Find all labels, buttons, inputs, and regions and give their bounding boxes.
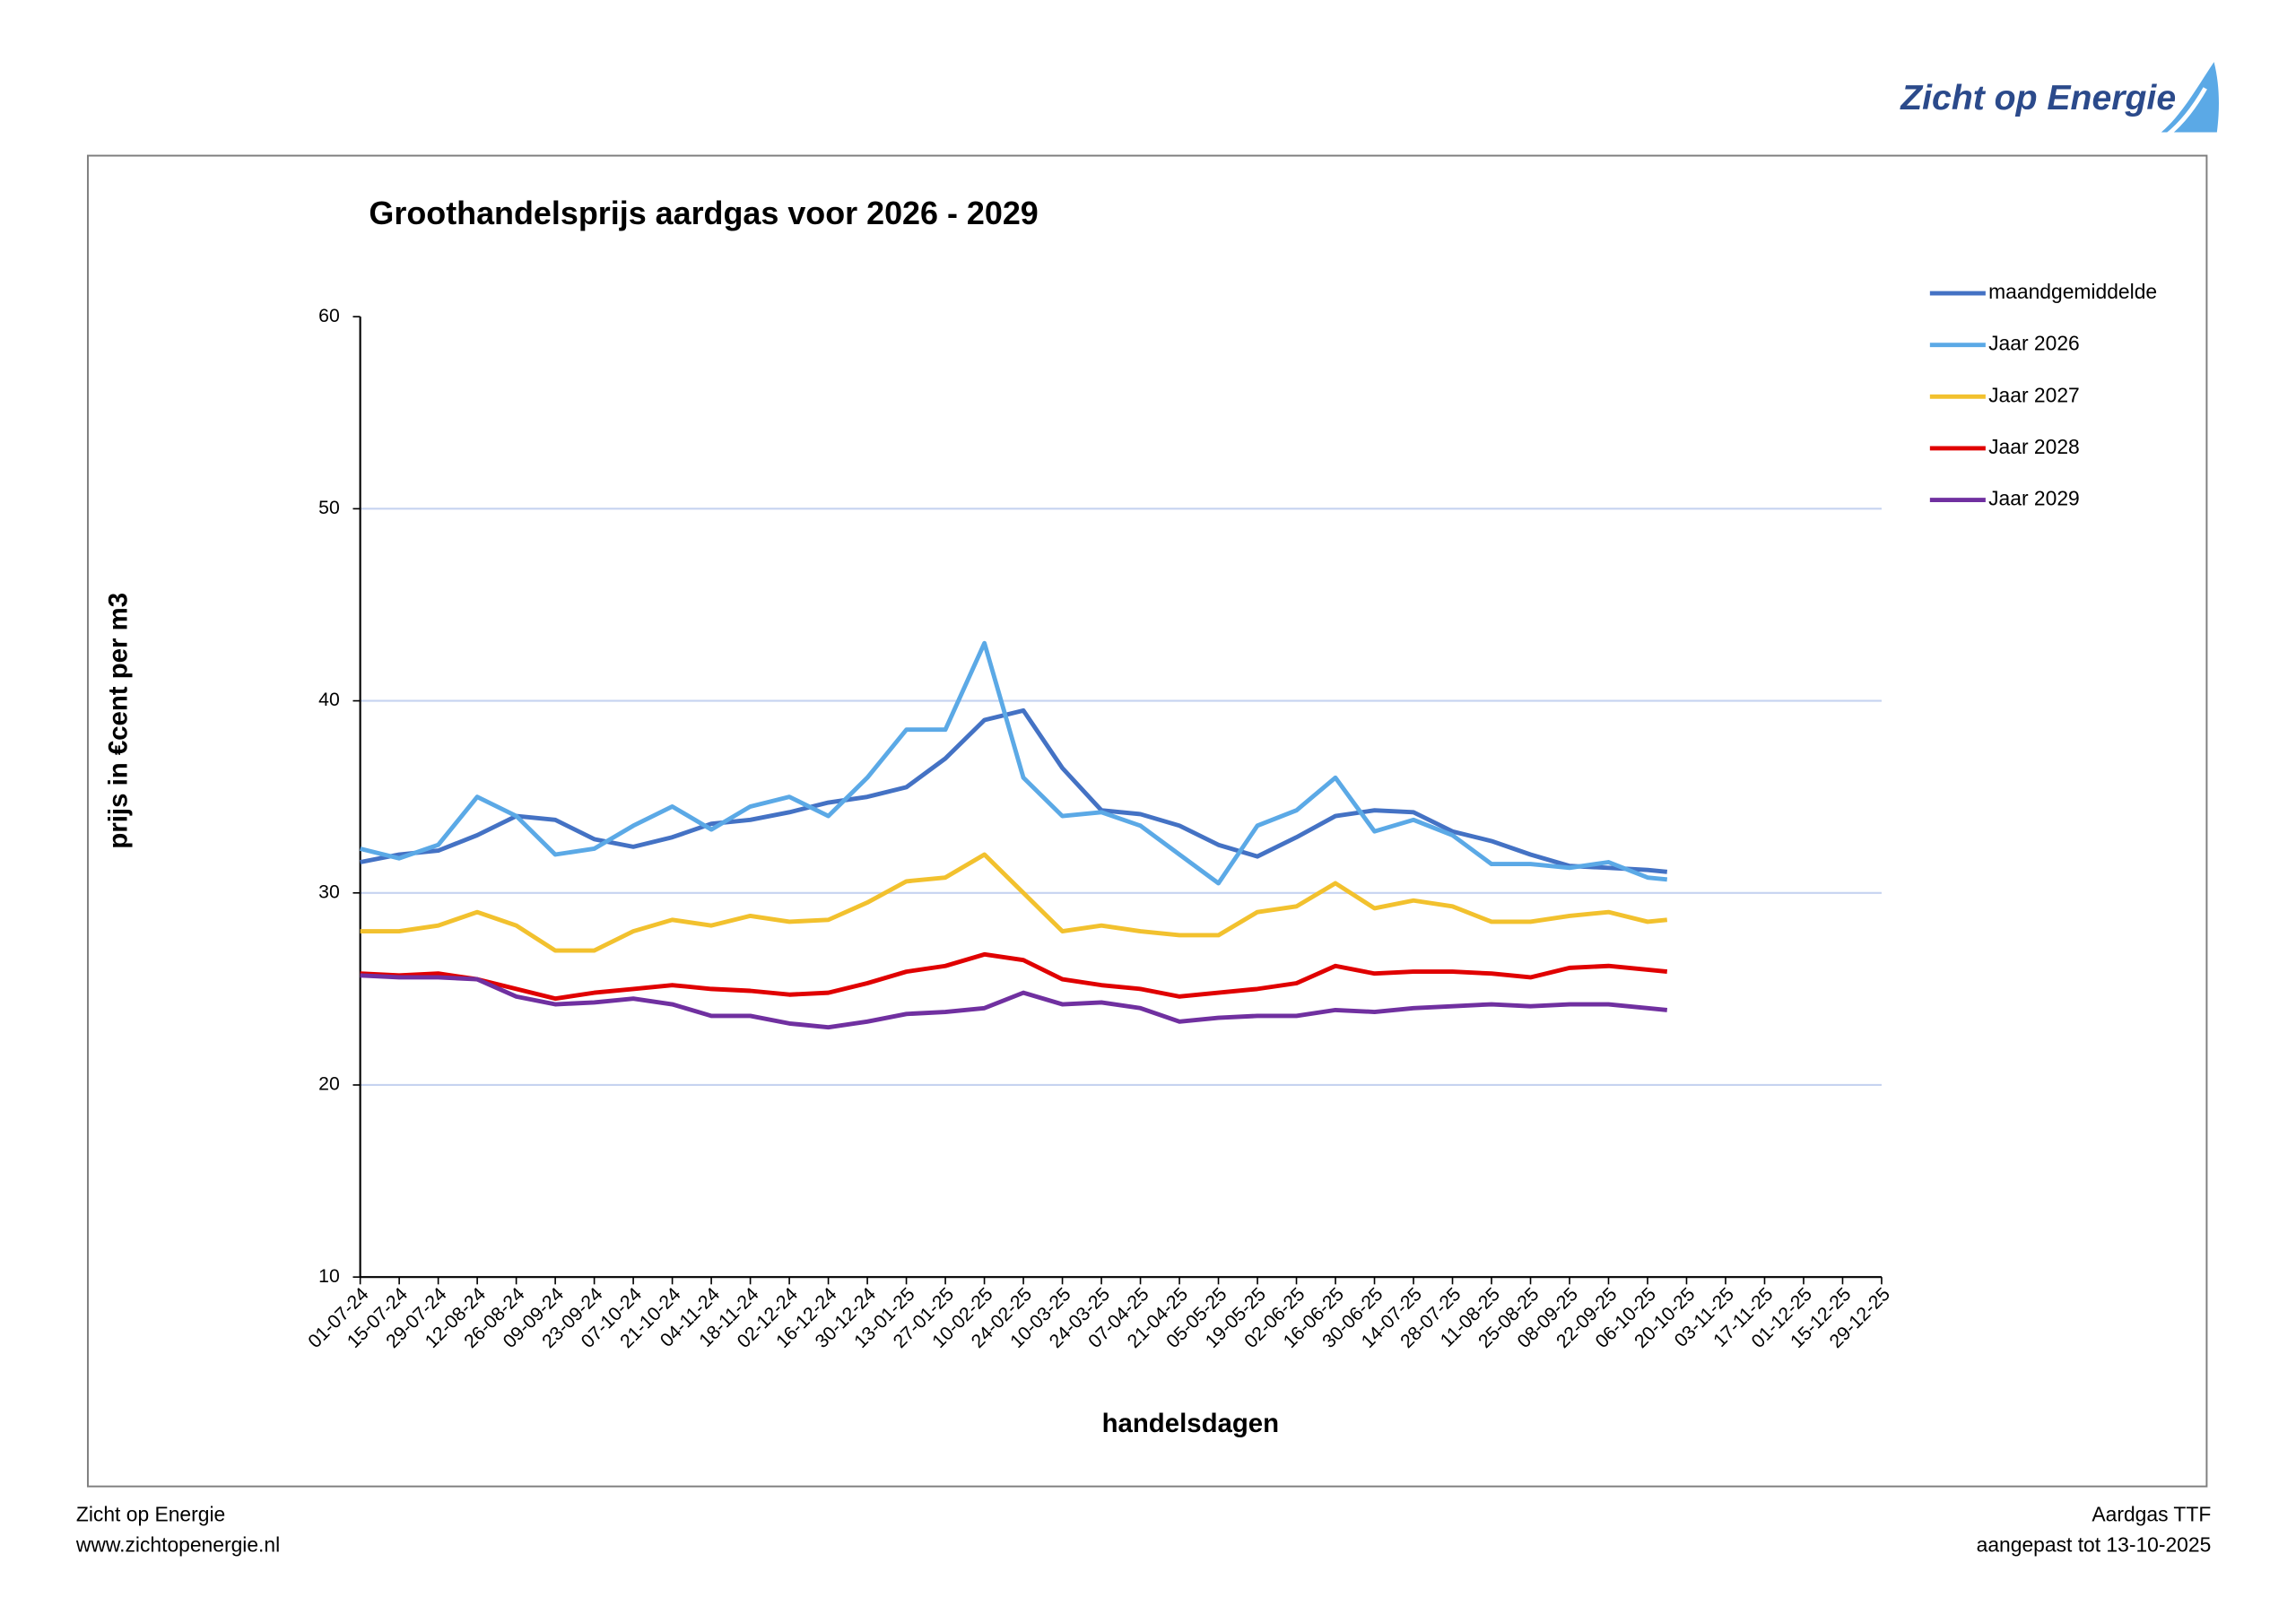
logo-sail [2161, 62, 2219, 133]
legend-label: Jaar 2027 [1988, 383, 2080, 406]
y-tick-label: 20 [318, 1074, 340, 1095]
footer-text: Aardgas TTF [2092, 1502, 2211, 1525]
logo-sail-line [2165, 87, 2207, 137]
legend-label: Jaar 2026 [1988, 332, 2080, 355]
footer-text: www.zichtopenergie.nl [75, 1533, 280, 1557]
x-axis-label: handelsdagen [1102, 1409, 1280, 1438]
footer-text: aangepast tot 13-10-2025 [1977, 1533, 2212, 1557]
series-line [360, 973, 1668, 1030]
y-tick-label: 10 [318, 1266, 340, 1287]
chart-title: Groothandelsprijs aardgas voor 2026 - 20… [369, 195, 1038, 231]
y-tick-label: 30 [318, 881, 340, 902]
legend-label: maandgemiddelde [1988, 280, 2157, 303]
y-tick-label: 50 [318, 498, 340, 518]
series-line [360, 640, 1668, 886]
series-line [360, 707, 1668, 874]
y-tick-label: 60 [318, 306, 340, 326]
y-tick-label: 40 [318, 690, 340, 710]
legend-label: Jaar 2029 [1988, 487, 2080, 510]
series-line [360, 852, 1668, 953]
chart-frame [86, 154, 2208, 1488]
footer-text: Zicht op Energie [76, 1502, 225, 1525]
y-axis-label: prijs in €cent per m3 [104, 593, 134, 849]
legend-label: Jaar 2028 [1988, 435, 2080, 458]
series-line [360, 951, 1668, 1002]
logo-text: Zicht op Energie [1900, 79, 2176, 117]
